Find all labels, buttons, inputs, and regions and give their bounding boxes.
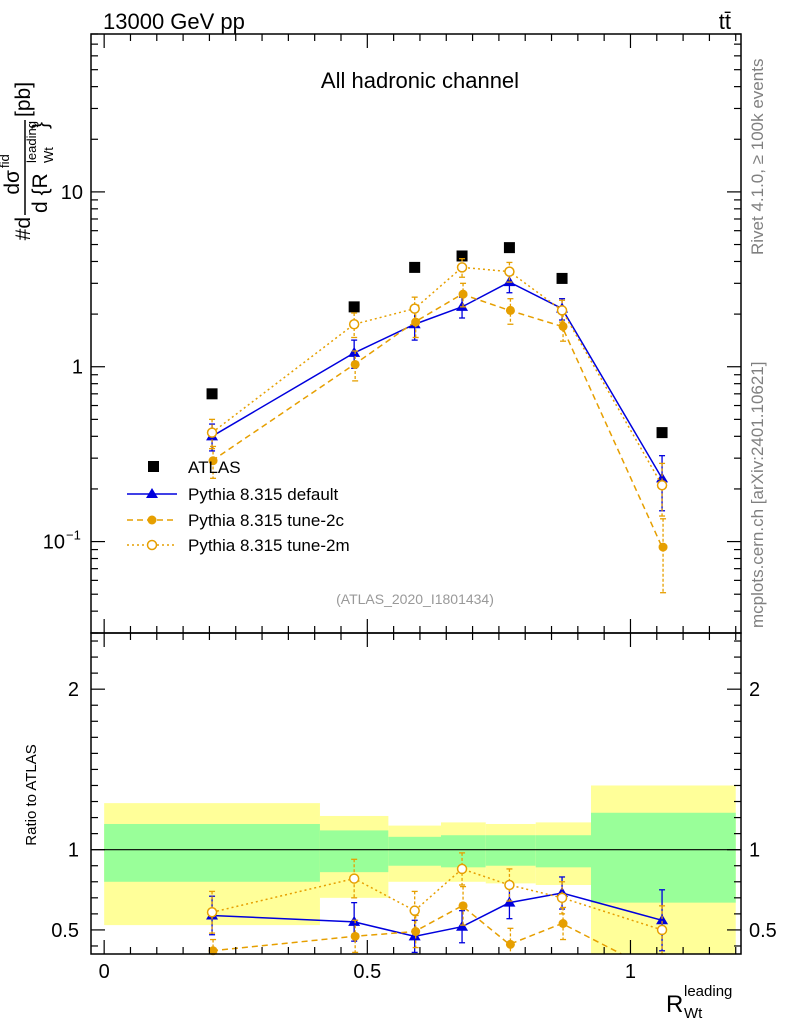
legend-label-default: Pythia 8.315 default (188, 485, 339, 504)
ylabel-denominator-close: } (29, 122, 52, 129)
uncertainty-band-inner (441, 835, 486, 868)
data-point (458, 289, 468, 299)
main-ytick-label: 10 (43, 532, 65, 554)
series-atlas (206, 242, 668, 439)
ylabel-denominator-sup: leading (24, 121, 39, 163)
data-point (208, 456, 218, 466)
data-point (409, 303, 420, 314)
data-point (504, 266, 515, 277)
ratio-data-point (504, 879, 515, 891)
data-point (556, 272, 568, 284)
legend-label-tune-2m: Pythia 8.315 tune-2m (188, 536, 350, 555)
uncertainty-band-inner (104, 823, 320, 882)
uncertainty-band-inner (485, 835, 536, 866)
ratio-ylabel: Ratio to ATLAS (23, 744, 40, 845)
ratio-data-point (208, 946, 218, 956)
data-point (558, 321, 568, 331)
ratio-data-point (206, 907, 218, 918)
legend-label-tune-2c: Pythia 8.315 tune-2c (188, 511, 344, 530)
series-pythia-8-315-tune-2m (206, 258, 668, 517)
data-point (505, 305, 515, 315)
ratio-ytick-label-left: 1 (68, 840, 79, 862)
svg-text:#d: #d (12, 217, 35, 240)
data-point (658, 542, 668, 552)
main-ytick-label: 1 (72, 357, 83, 379)
ylabel-numerator-sup: fid (0, 154, 12, 168)
legend-marker-tune-2m (146, 539, 158, 551)
data-point (556, 305, 568, 316)
ylabel-denominator: d {R (29, 173, 52, 213)
ratio-xtick-label: 0.5 (353, 961, 381, 983)
data-point (409, 261, 421, 273)
ratio-series-pythia-8-315-tune-2c (208, 885, 667, 956)
uncertainty-band-inner (591, 812, 736, 903)
ratio-ytick-label-left: 2 (68, 679, 79, 701)
watermark: (ATLAS_2020_I1801434) (336, 591, 494, 607)
ratio-data-point (458, 901, 468, 911)
energy-label: 13000 GeV pp (103, 9, 245, 34)
data-point (350, 359, 360, 369)
data-point (456, 262, 468, 273)
ratio-ytick-label-left: 0.5 (51, 920, 79, 942)
ratio-data-point (411, 927, 421, 937)
data-point (456, 300, 469, 311)
legend: ATLAS Pythia 8.315 default Pythia 8.315 … (127, 458, 350, 555)
data-point (503, 242, 515, 254)
ylabel-numerator: dσ (1, 170, 24, 195)
data-point (656, 427, 668, 439)
ratio-data-point (656, 914, 669, 925)
uncertainty-band-inner (535, 835, 591, 868)
source-label: mcplots.cern.ch [arXiv:2401.10621] (748, 362, 767, 628)
xlabel-subscript: Wt (684, 1005, 703, 1022)
legend-marker-atlas (148, 461, 159, 472)
legend-label-atlas: ATLAS (188, 458, 241, 477)
legend-marker-tune-2c (147, 515, 157, 525)
ratio-data-point (409, 905, 420, 916)
uncertainty-band-inner (388, 836, 441, 866)
data-point (206, 388, 218, 400)
data-point (348, 346, 361, 357)
ratio-data-point (350, 931, 360, 941)
main-ytick-label-exponent: −1 (66, 528, 81, 543)
ratio-xtick-label: 1 (625, 961, 636, 983)
ratio-data-point (558, 919, 568, 929)
ratio-data-point (556, 892, 568, 904)
rivet-label: Rivet 4.1.0, ≥ 100k events (748, 59, 767, 255)
data-point (348, 318, 360, 330)
process-label: tt̄ (719, 9, 731, 34)
ratio-ytick-label-right: 2 (749, 679, 760, 701)
data-point (348, 301, 360, 313)
x-axis-title: R leading Wt (666, 983, 732, 1022)
ratio-frame (90, 632, 742, 955)
ratio-data-point (505, 939, 515, 949)
y-axis-title: #d dσ fid d {R leading Wt } [pb] (0, 82, 56, 240)
ratio-data-point (656, 924, 668, 936)
data-point (503, 276, 516, 287)
xlabel-superscript: leading (684, 983, 732, 1000)
xlabel-main: R (666, 991, 683, 1018)
ratio-data-point (456, 863, 468, 875)
legend-marker-default (146, 488, 158, 498)
ratio-panel: 0.5 0.5 1 1 2 2 0 0.5 1 Ratio to ATLAS R leading… (23, 632, 777, 1022)
series-line (211, 266, 663, 486)
series-line (211, 293, 663, 548)
data-point (456, 250, 468, 262)
ylabel-prefix: #d (12, 217, 35, 240)
ylabel-unit: [pb] (12, 82, 35, 117)
ratio-ytick-label-right: 0.5 (749, 920, 777, 942)
chart-title: All hadronic channel (321, 68, 519, 93)
ylabel-denominator-sub: Wt (41, 147, 56, 163)
ratio-series-pythia-8-315-tune-2m (206, 852, 668, 954)
ratio-xtick-label: 0 (99, 961, 110, 983)
data-point (656, 479, 668, 491)
data-point (206, 427, 218, 438)
ratio-ytick-label-right: 1 (749, 840, 760, 862)
data-point (656, 472, 669, 483)
ratio-data-point (348, 873, 360, 884)
main-ytick-label: 10 (61, 182, 83, 204)
